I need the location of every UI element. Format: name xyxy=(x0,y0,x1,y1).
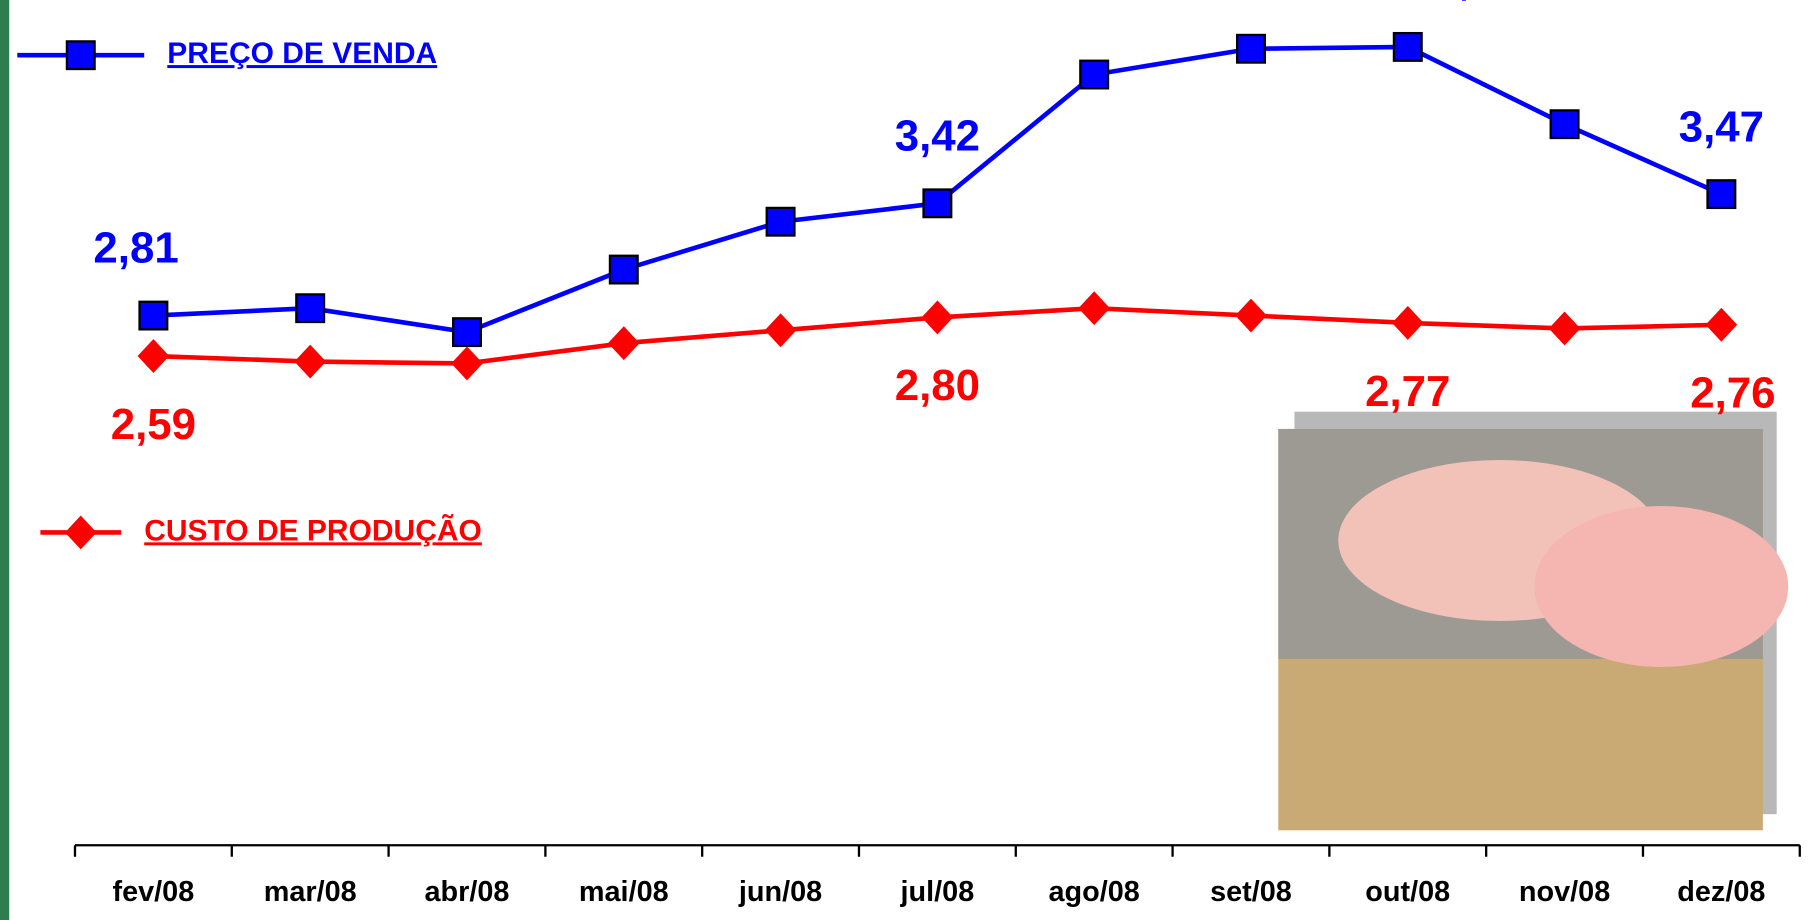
marker xyxy=(137,339,170,373)
x-tick-label: jun/08 xyxy=(738,876,822,908)
marker xyxy=(64,515,97,550)
data-label: 4,27 xyxy=(1434,0,1519,4)
marker xyxy=(451,317,482,348)
x-tick-label: jul/08 xyxy=(900,876,975,908)
marker xyxy=(764,313,797,348)
marker xyxy=(1549,109,1580,140)
marker xyxy=(921,300,954,335)
marker xyxy=(1706,179,1737,210)
x-tick-label: nov/08 xyxy=(1519,876,1610,908)
data-label: 2,59 xyxy=(111,400,196,449)
series: 2,81 3,42 4,27 3,47 xyxy=(93,0,1764,348)
x-tick-label: ago/08 xyxy=(1049,876,1140,908)
data-label: 3,42 xyxy=(895,112,980,161)
marker xyxy=(138,300,169,331)
marker xyxy=(1392,31,1423,62)
data-label: 2,76 xyxy=(1690,369,1775,418)
marker xyxy=(1548,311,1581,346)
marker xyxy=(294,344,326,379)
marker xyxy=(1235,298,1267,333)
data-label: 2,81 xyxy=(93,224,178,273)
side-bar xyxy=(0,0,10,920)
marker xyxy=(1078,291,1110,326)
legend-label: PREÇO DE VENDA xyxy=(167,37,437,70)
data-label: 3,47 xyxy=(1679,102,1764,151)
marker xyxy=(607,326,640,361)
marker xyxy=(1391,305,1424,340)
x-tick-label: fev/08 xyxy=(113,876,195,908)
legend-label: CUSTO DE PRODUÇÃO xyxy=(144,513,482,547)
x-tick-label: mai/08 xyxy=(579,876,669,908)
series: 2,59 2,80 2,77 2,76 xyxy=(111,291,1776,449)
x-tick-label: set/08 xyxy=(1210,876,1292,908)
marker xyxy=(451,346,483,381)
data-label: 2,77 xyxy=(1365,367,1450,416)
photo-pig xyxy=(1534,506,1789,667)
data-label: 2,80 xyxy=(895,361,980,410)
marker xyxy=(1705,307,1738,342)
marker xyxy=(295,293,326,324)
marker xyxy=(922,188,953,219)
x-tick-label: dez/08 xyxy=(1677,876,1765,908)
photo xyxy=(1278,411,1789,831)
marker xyxy=(1235,33,1266,64)
marker xyxy=(608,254,639,285)
marker xyxy=(65,40,96,71)
x-tick-label: out/08 xyxy=(1365,876,1450,908)
x-tick-label: mar/08 xyxy=(264,876,357,908)
x-tick-label: abr/08 xyxy=(425,876,510,908)
marker xyxy=(1079,59,1110,90)
marker xyxy=(765,206,796,237)
